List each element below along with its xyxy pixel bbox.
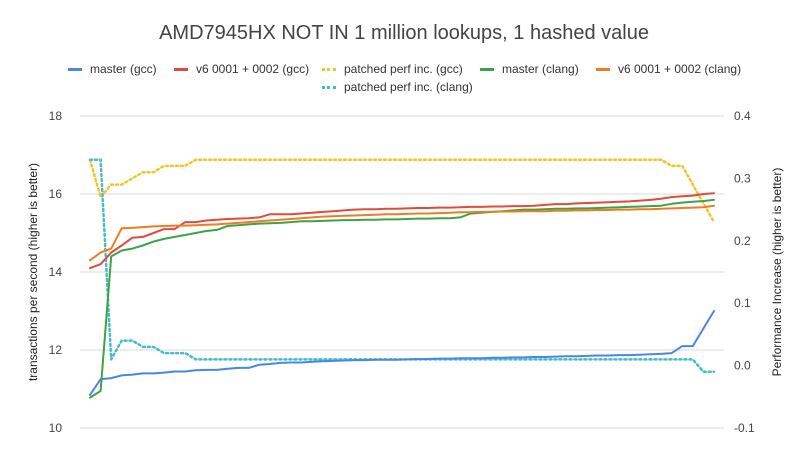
y-tick-right: 0.1 [734,296,751,310]
y-tick-left: 10 [49,421,63,435]
series-line-patched-perf-inc-clang- [88,158,716,374]
legend-swatch [480,68,494,72]
legend-swatch [596,68,610,72]
y-tick-left: 14 [49,265,63,279]
y-tick-right: 0.0 [734,359,751,373]
legend-swatch [322,86,336,90]
legend-item-v6-gcc[interactable]: v6 0001 + 0002 (gcc) [174,62,309,76]
legend-item-master-gcc[interactable]: master (gcc) [68,62,157,76]
series-line-master-gcc- [89,310,715,396]
chart-title: AMD7945HX NOT IN 1 million lookups, 1 ha… [159,22,649,44]
legend-swatch [174,68,188,72]
legend-item-perf-clang[interactable]: patched perf inc. (clang) [322,80,473,94]
legend-item-master-clang[interactable]: master (clang) [480,62,579,76]
legend-item-perf-gcc[interactable]: patched perf inc. (gcc) [322,62,463,76]
y-tick-left: 16 [49,187,63,201]
series-line-master-clang- [89,198,715,399]
y-tick-left: 12 [49,343,63,357]
legend-label: master (gcc) [90,62,157,76]
legend-swatch [68,68,82,72]
y-tick-right: 0.3 [734,171,751,185]
legend-label: master (clang) [502,62,579,76]
legend-label: v6 0001 + 0002 (gcc) [196,62,310,76]
series-line-patched-perf-inc-gcc- [88,158,716,224]
series-line-v6-0001-0002-clang- [89,204,715,262]
legend-label: patched perf inc. (gcc) [344,62,463,76]
legend-label: patched perf inc. (clang) [344,80,473,94]
legend-item-v6-clang[interactable]: v6 0001 + 0002 (clang) [596,62,741,76]
y-tick-right: -0.1 [734,421,755,435]
series-line-v6-0001-0002-gcc- [89,192,715,270]
y-tick-right: 0.4 [734,109,751,123]
y-tick-left: 18 [49,109,63,123]
y-tick-right: 0.2 [734,234,751,248]
legend-swatch [322,68,336,72]
legend-label: v6 0001 + 0002 (clang) [618,62,742,76]
